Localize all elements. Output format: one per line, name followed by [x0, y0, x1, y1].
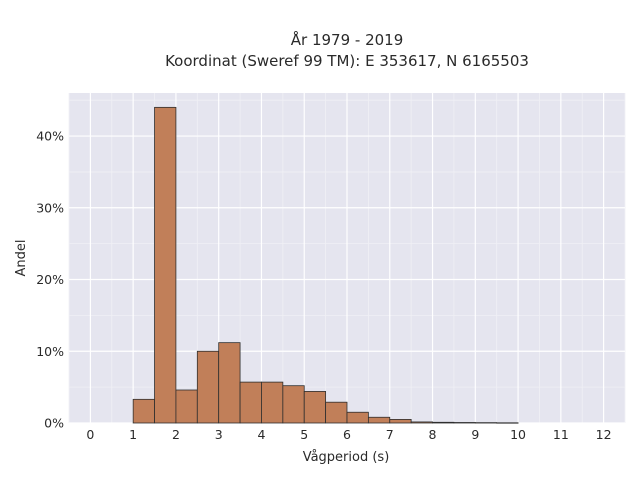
histogram-bar [367, 416, 391, 424]
x-tick-label: 6 [343, 427, 351, 442]
histogram-bar [261, 381, 284, 424]
y-tick-label: 20% [36, 272, 64, 287]
x-tick-label: 1 [129, 427, 137, 442]
y-axis-label: Andel [14, 240, 29, 277]
y-tick-label: 10% [36, 344, 64, 359]
histogram-bar [218, 342, 241, 424]
histogram-bar [303, 391, 327, 424]
x-tick-label: 8 [429, 427, 437, 442]
x-tick-label: 2 [172, 427, 180, 442]
histogram-bar [453, 422, 476, 424]
y-tick-label: 30% [36, 200, 64, 215]
x-axis-label: Vågperiod (s) [303, 450, 390, 465]
x-tick-label: 7 [386, 427, 394, 442]
histogram-bar [282, 385, 305, 424]
x-tick-label: 11 [553, 427, 569, 442]
y-tick-label: 40% [36, 129, 64, 144]
histogram-bar [132, 398, 155, 424]
y-axis-ticks: 0% 10% 20% 30% 40% [36, 129, 64, 431]
x-axis-ticks: 0 1 2 3 4 5 6 7 8 9 10 11 12 [86, 427, 611, 442]
histogram-bar [154, 106, 177, 424]
x-tick-label: 5 [300, 427, 308, 442]
histogram-bar [432, 421, 455, 424]
histogram-bar [239, 381, 262, 424]
chart-title: År 1979 - 2019 [291, 30, 404, 49]
y-tick-label: 0% [44, 416, 64, 431]
x-tick-label: 4 [257, 427, 265, 442]
histogram-bar [196, 350, 220, 424]
x-tick-label: 9 [471, 427, 479, 442]
histogram-bar [346, 411, 369, 424]
x-tick-label: 3 [215, 427, 223, 442]
x-tick-label: 12 [596, 427, 612, 442]
histogram-bar [410, 421, 433, 424]
histogram-bar [389, 419, 412, 424]
histogram-bars [132, 106, 519, 424]
histogram-bar [175, 389, 198, 424]
x-tick-label: 0 [86, 427, 94, 442]
chart-subtitle: Koordinat (Sweref 99 TM): E 353617, N 61… [165, 52, 529, 70]
histogram-bar [325, 401, 348, 424]
x-tick-label: 10 [510, 427, 526, 442]
